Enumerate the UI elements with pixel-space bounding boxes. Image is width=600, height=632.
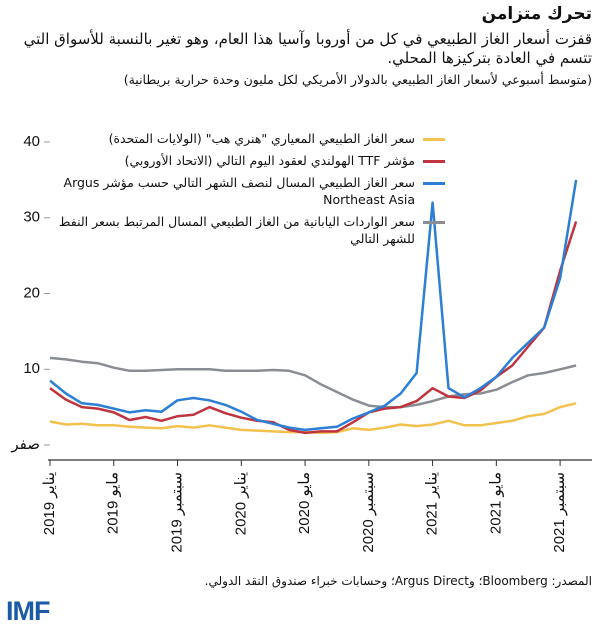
x-tick-label: مايو 2021 [487, 472, 504, 534]
source-note: المصدر: Bloomberg؛ وArgus Direct؛ وحسابا… [204, 574, 592, 588]
legend-swatch [423, 221, 445, 224]
y-tick-label: 10 [23, 360, 40, 377]
legend-label: سعر الغاز الطبيعي المعياري "هنري هب" (ال… [108, 131, 415, 146]
y-tick-label: صفر [10, 436, 40, 453]
legend-item: سعر الغاز الطبيعي المعياري "هنري هب" (ال… [55, 130, 445, 147]
x-tick-label: سبتمبر 2020 [360, 472, 377, 553]
legend-item: سعر الواردات اليابانية من الغاز الطبيعي … [55, 213, 445, 247]
chart-subtitle: قفزت أسعار الغاز الطبيعي في كل من أوروبا… [23, 30, 592, 67]
x-tick-label: مايو 2019 [105, 472, 122, 534]
legend-swatch [423, 160, 445, 163]
legend-label: مؤشر TTF الهولندي لعقود اليوم التالي (ال… [124, 153, 415, 168]
logo: IMF [6, 596, 50, 626]
x-tick-label: سبتمبر 2021 [551, 472, 568, 553]
legend: سعر الغاز الطبيعي المعياري "هنري هب" (ال… [55, 130, 445, 252]
legend-item: مؤشر TTF الهولندي لعقود اليوم التالي (ال… [55, 152, 445, 169]
y-tick-label: 30 [23, 209, 40, 226]
x-tick-label: مايو 2020 [296, 472, 313, 534]
legend-label: سعر الغاز الطبيعي المسال لنصف الشهر التا… [63, 175, 415, 207]
series-line [49, 179, 578, 432]
legend-label: سعر الواردات اليابانية من الغاز الطبيعي … [58, 214, 415, 246]
x-tick-label: يناير 2019 [41, 472, 58, 535]
legend-swatch [423, 138, 445, 141]
chart-title: تحرك متزامن [481, 4, 592, 24]
legend-swatch [423, 182, 445, 185]
x-tick-label: يناير 2020 [232, 472, 249, 535]
legend-item: سعر الغاز الطبيعي المسال لنصف الشهر التا… [55, 174, 445, 208]
chart-note: (متوسط أسبوعي لأسعار الغاز الطبيعي بالدو… [123, 72, 592, 87]
y-tick-label: 40 [23, 133, 40, 150]
x-tick-label: سبتمبر 2019 [168, 472, 185, 553]
series-line [49, 221, 578, 435]
series-line [49, 356, 577, 409]
x-tick-label: يناير 2021 [424, 472, 441, 535]
y-tick-label: 20 [23, 284, 40, 301]
